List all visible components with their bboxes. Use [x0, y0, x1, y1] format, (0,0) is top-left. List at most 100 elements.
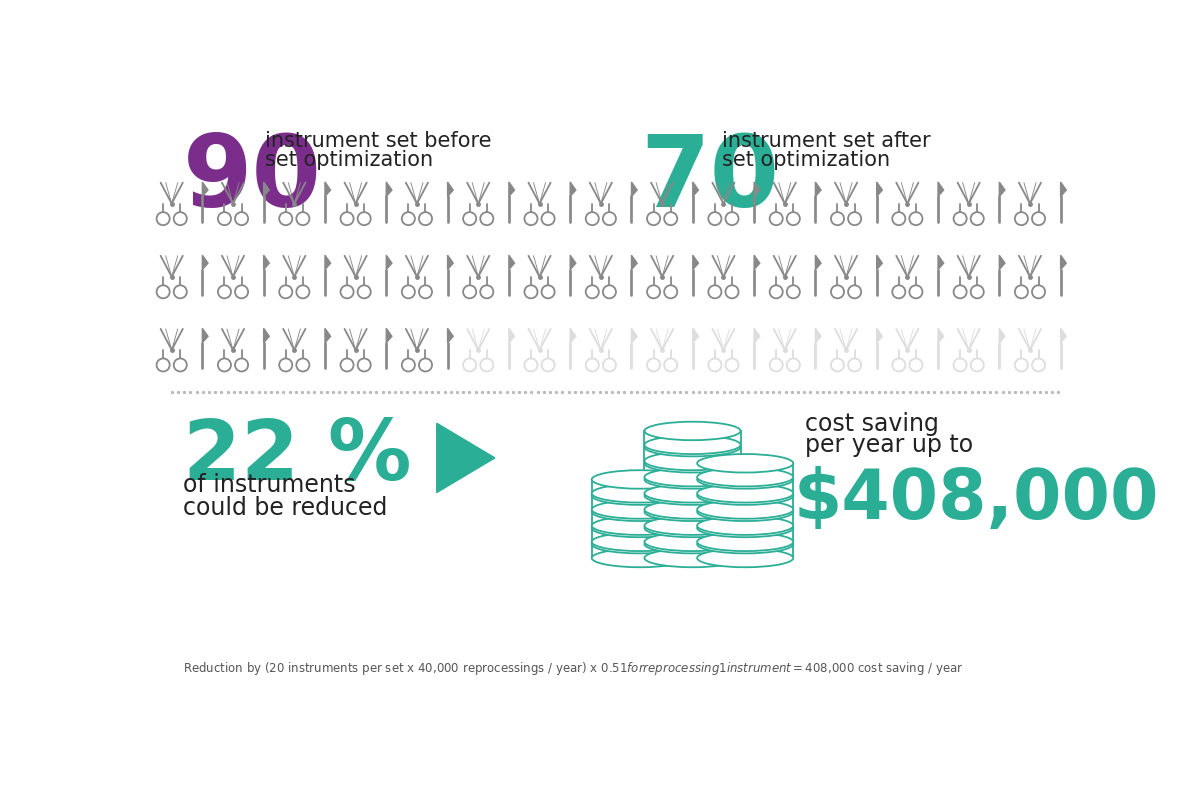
- Text: 22 %: 22 %: [182, 415, 412, 497]
- FancyBboxPatch shape: [697, 544, 793, 558]
- Polygon shape: [386, 328, 392, 342]
- Polygon shape: [692, 255, 698, 270]
- Ellipse shape: [644, 435, 740, 454]
- Ellipse shape: [697, 500, 793, 518]
- Polygon shape: [692, 328, 698, 342]
- Text: instrument set before: instrument set before: [265, 130, 491, 150]
- FancyBboxPatch shape: [592, 479, 688, 494]
- Text: set optimization: set optimization: [722, 150, 890, 170]
- Polygon shape: [203, 328, 208, 342]
- Ellipse shape: [592, 533, 688, 551]
- Polygon shape: [1061, 328, 1067, 342]
- Ellipse shape: [697, 468, 793, 486]
- Text: cost saving: cost saving: [805, 412, 938, 436]
- Polygon shape: [754, 182, 760, 197]
- Polygon shape: [448, 182, 454, 197]
- Polygon shape: [1000, 182, 1004, 197]
- Polygon shape: [437, 423, 494, 493]
- Polygon shape: [203, 182, 208, 197]
- Ellipse shape: [697, 535, 793, 554]
- Polygon shape: [509, 182, 515, 197]
- Ellipse shape: [592, 500, 688, 518]
- FancyBboxPatch shape: [697, 463, 793, 477]
- FancyBboxPatch shape: [592, 512, 688, 526]
- Ellipse shape: [592, 517, 688, 535]
- Ellipse shape: [592, 535, 688, 554]
- FancyBboxPatch shape: [697, 479, 793, 494]
- Ellipse shape: [697, 502, 793, 521]
- Polygon shape: [325, 328, 331, 342]
- Text: 70: 70: [640, 130, 779, 228]
- Ellipse shape: [644, 470, 740, 489]
- Text: $408,000: $408,000: [793, 466, 1159, 533]
- Polygon shape: [1000, 255, 1004, 270]
- Polygon shape: [509, 255, 515, 270]
- Ellipse shape: [592, 486, 688, 505]
- Ellipse shape: [592, 470, 688, 489]
- Ellipse shape: [697, 518, 793, 538]
- Ellipse shape: [592, 518, 688, 538]
- Polygon shape: [570, 255, 576, 270]
- Polygon shape: [448, 255, 454, 270]
- Ellipse shape: [697, 470, 793, 489]
- Ellipse shape: [644, 422, 740, 440]
- Ellipse shape: [644, 502, 740, 521]
- FancyBboxPatch shape: [644, 463, 740, 477]
- Polygon shape: [692, 182, 698, 197]
- Ellipse shape: [644, 518, 740, 538]
- Ellipse shape: [644, 535, 740, 554]
- Polygon shape: [877, 255, 882, 270]
- Ellipse shape: [644, 468, 740, 486]
- Text: per year up to: per year up to: [805, 434, 973, 458]
- Polygon shape: [1000, 328, 1004, 342]
- Polygon shape: [264, 328, 269, 342]
- Text: set optimization: set optimization: [265, 150, 433, 170]
- Ellipse shape: [697, 549, 793, 567]
- FancyBboxPatch shape: [644, 496, 740, 510]
- Polygon shape: [570, 182, 576, 197]
- Ellipse shape: [644, 454, 740, 473]
- Text: could be reduced: could be reduced: [182, 496, 386, 521]
- Polygon shape: [1061, 182, 1067, 197]
- Text: 90: 90: [182, 130, 322, 228]
- Polygon shape: [816, 255, 821, 270]
- Polygon shape: [1061, 255, 1067, 270]
- Polygon shape: [386, 182, 392, 197]
- Polygon shape: [509, 328, 515, 342]
- Text: instrument set after: instrument set after: [722, 130, 930, 150]
- Polygon shape: [754, 328, 760, 342]
- FancyBboxPatch shape: [592, 544, 688, 558]
- Polygon shape: [203, 255, 208, 270]
- Polygon shape: [816, 328, 821, 342]
- Polygon shape: [631, 328, 637, 342]
- Ellipse shape: [644, 486, 740, 505]
- FancyBboxPatch shape: [697, 496, 793, 510]
- Polygon shape: [938, 255, 943, 270]
- Polygon shape: [325, 255, 331, 270]
- Ellipse shape: [644, 500, 740, 518]
- Polygon shape: [754, 255, 760, 270]
- Polygon shape: [816, 182, 821, 197]
- Ellipse shape: [644, 549, 740, 567]
- FancyBboxPatch shape: [644, 431, 740, 445]
- FancyBboxPatch shape: [592, 528, 688, 542]
- FancyBboxPatch shape: [644, 528, 740, 542]
- Ellipse shape: [644, 517, 740, 535]
- FancyBboxPatch shape: [592, 496, 688, 510]
- Polygon shape: [631, 182, 637, 197]
- Polygon shape: [877, 182, 882, 197]
- Polygon shape: [264, 255, 269, 270]
- FancyBboxPatch shape: [644, 512, 740, 526]
- Polygon shape: [386, 255, 392, 270]
- Text: of instruments: of instruments: [182, 474, 355, 498]
- Ellipse shape: [644, 438, 740, 456]
- Polygon shape: [264, 182, 269, 197]
- Ellipse shape: [697, 484, 793, 502]
- Polygon shape: [570, 328, 576, 342]
- Ellipse shape: [592, 549, 688, 567]
- Ellipse shape: [644, 452, 740, 470]
- Polygon shape: [938, 182, 943, 197]
- Ellipse shape: [697, 486, 793, 505]
- FancyBboxPatch shape: [697, 512, 793, 526]
- Polygon shape: [877, 328, 882, 342]
